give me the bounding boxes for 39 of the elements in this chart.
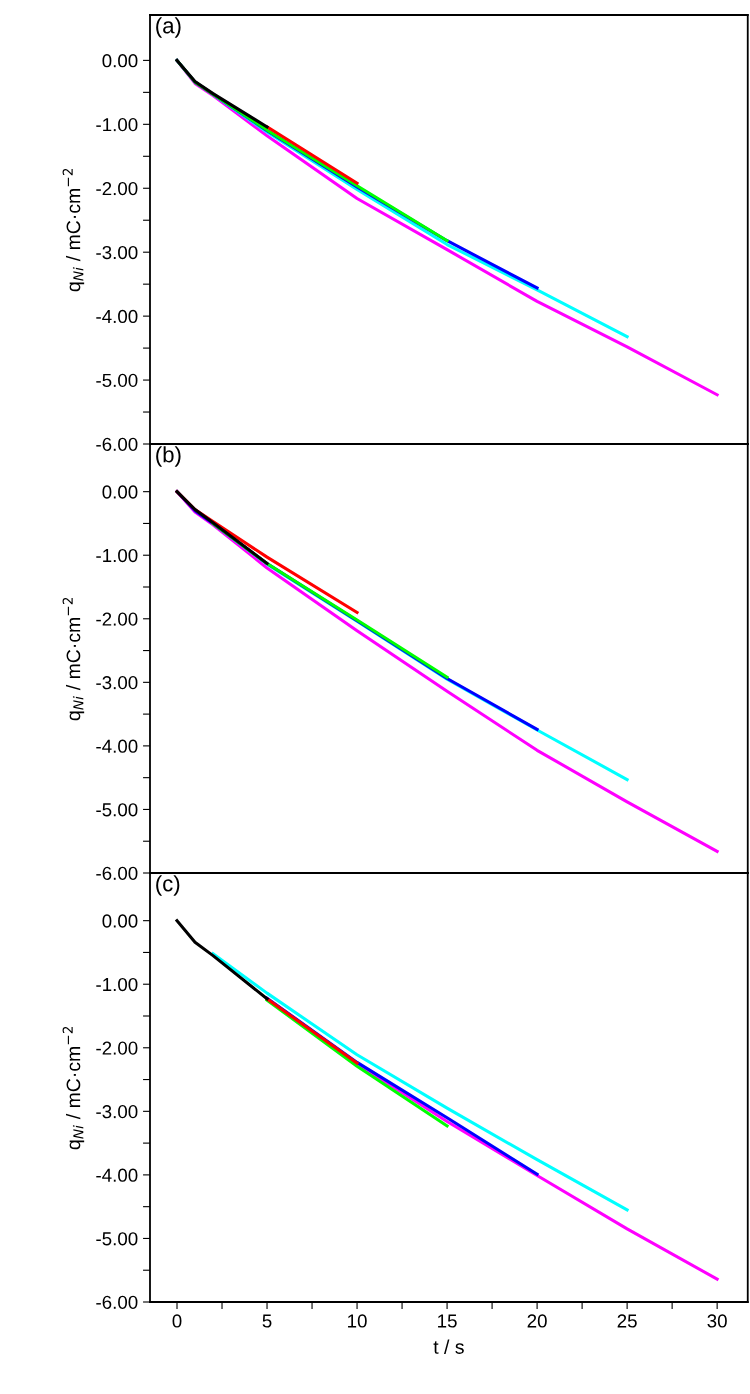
x-axis-title: t / s [433,1339,464,1354]
y-tick-label: -4.00 [96,1168,138,1182]
x-tick-label: 30 [707,1314,727,1328]
y-tick-label: -5.00 [96,1232,138,1246]
x-tick-label: 20 [527,1314,547,1328]
y-axis-title: q$_{Ni}$ / mC·cm$^{−2}$ [62,168,85,292]
y-tick-label: -2.00 [96,612,138,626]
y-tick-label: -1.00 [96,118,138,132]
x-tick-label: 0 [172,1314,182,1328]
y-tick-label: -3.00 [96,1105,138,1119]
y-tick-label: 0.00 [102,54,138,68]
line-series [175,490,269,566]
y-tick-label: -5.00 [96,373,138,388]
y-tick-label: -3.00 [96,245,138,260]
x-tick-label: 5 [262,1314,272,1328]
y-tick-label: -4.00 [96,309,138,324]
y-axis-title: q$_{Ni}$ / mC·cm$^{−2}$ [62,1026,85,1150]
y-tick-label: -6.00 [96,866,138,880]
y-tick-label: -3.00 [96,676,138,690]
annotation: (a) [156,17,181,38]
y-tick-label: -6.00 [96,1295,138,1309]
y-tick-label: -2.00 [96,1041,138,1055]
line-series [175,919,269,1001]
y-tick-label: 0.00 [102,914,138,928]
line-series [211,952,629,1212]
y-axis-title: q$_{Ni}$ / mC·cm$^{−2}$ [62,597,85,721]
annotation: (b) [156,446,181,467]
y-tick-label: -1.00 [96,977,138,992]
x-tick-label: 10 [348,1314,367,1328]
y-tick-label: -4.00 [96,739,138,753]
y-tick-label: 0.00 [102,485,138,499]
line-series [175,58,269,129]
x-tick-label: 25 [617,1314,637,1328]
x-tick-label: 15 [438,1314,457,1328]
y-tick-label: -5.00 [96,803,138,817]
y-tick-label: -6.00 [96,437,138,451]
y-tick-label: -1.00 [96,548,138,563]
annotation: (c) [156,875,180,896]
y-tick-label: -2.00 [96,181,138,196]
